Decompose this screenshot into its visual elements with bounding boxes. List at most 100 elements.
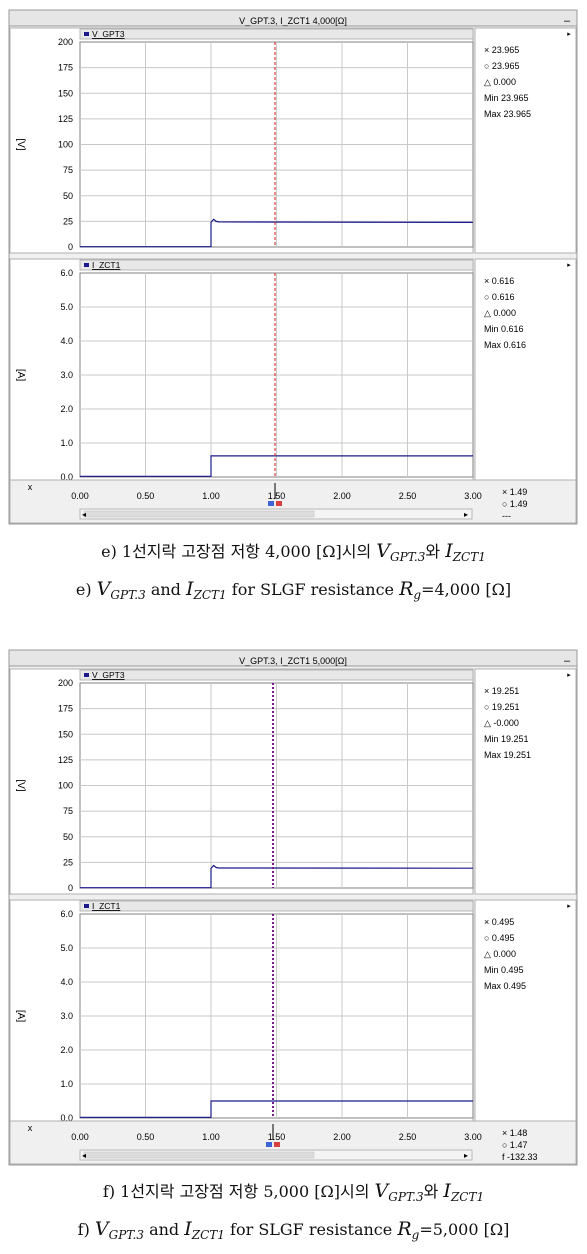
chart-0-panel-1-legend-label: I_ZCT1 — [92, 260, 121, 270]
chart-1-panel-0-series-line — [80, 864, 474, 889]
chart-0-panel-0-readout-text: ○ 23.965 — [484, 61, 519, 71]
caption-f-en-v: V — [94, 1218, 109, 1240]
chart-1-panel-1-readout-text: △ 0.000 — [484, 949, 516, 959]
caption-f-en-prefix: f) — [77, 1220, 95, 1239]
chart-0-panel-1-panel-arrow-icon: ▸ — [567, 262, 571, 269]
chart-1-panel-0-legend-swatch — [84, 673, 89, 677]
chart-1-panel-0-legend-label: V_GPT3 — [92, 670, 125, 680]
chart-0-x-axis-label: x — [28, 482, 33, 492]
caption-e-korean: e) 1선지락 고장점 저항 4,000 [Ω]시의 VGPT.3와 IZCT1 — [0, 538, 587, 564]
chart-1-panel-1-y-axis-label: [A] — [15, 1010, 26, 1022]
chart-1-panel-0-y-tick-label: 200 — [58, 678, 73, 688]
chart-0-scroll-left-icon: ◂ — [82, 510, 86, 519]
caption-f-en-post: for SLGF resistance — [224, 1220, 398, 1239]
chart-1-title-bar — [8, 649, 578, 667]
caption-f-english: f) VGPT.3 and IZCT1 for SLGF resistance … — [0, 1218, 587, 1242]
caption-f-en-tail: =5,000 [Ω] — [419, 1220, 510, 1239]
chart-1-x-tick-label: 0.00 — [71, 1132, 89, 1142]
chart-0-panel-0-readout-text: × 23.965 — [484, 45, 519, 55]
caption-e-en-v: V — [96, 578, 111, 600]
chart-0-x-tick-label: 0.50 — [137, 491, 155, 501]
chart-0-panel-1-y-tick-label: 3.0 — [60, 370, 73, 380]
chart-1-panel-1-y-tick-label: 6.0 — [60, 909, 73, 919]
chart-1-scroll-left-icon: ◂ — [82, 1151, 86, 1160]
chart-1-panel-0-y-tick-label: 125 — [58, 755, 73, 765]
chart-0-panel-1-readout-text: Max 0.616 — [484, 340, 526, 350]
caption-e-en-post: for SLGF resistance — [226, 580, 400, 599]
chart-1-panel-0-readout-text: Max 19.251 — [484, 750, 531, 760]
chart-0-panel-1-y-tick-label: 2.0 — [60, 404, 73, 414]
chart-0-panel-0-y-tick-label: 175 — [58, 63, 73, 73]
chart-1-panel-0-readout-text: Min 19.251 — [484, 734, 529, 744]
chart-0-panel-0-y-tick-label: 100 — [58, 140, 73, 150]
chart-1-panel-1-readout-text: × 0.495 — [484, 917, 514, 927]
chart-1-panel-1-y-tick-label: 1.0 — [60, 1079, 73, 1089]
caption-e-en-tail: =4,000 [Ω] — [421, 580, 512, 599]
chart-0-minimize-icon: – — [564, 15, 571, 27]
chart-1-panel-1-legend-swatch — [84, 904, 89, 908]
chart-0-cursor-readout: --- — [502, 511, 511, 521]
chart-0-cursor-readout: × 1.49 — [502, 487, 527, 497]
chart-1-panel-0-y-tick-label: 175 — [58, 704, 73, 714]
chart-1-panel-1-readout-text: Max 0.495 — [484, 981, 526, 991]
caption-f-korean: f) 1선지락 고장점 저항 5,000 [Ω]시의 VGPT.3와 IZCT1 — [0, 1178, 587, 1204]
chart-0-panel-0-y-tick-label: 150 — [58, 88, 73, 98]
chart-0-scroll-right-icon: ▸ — [464, 510, 468, 519]
chart-1-panel-0-y-tick-label: 75 — [63, 806, 73, 816]
chart-1-panel-0-readout-text: △ -0.000 — [484, 718, 519, 728]
chart-1-panel-1-y-tick-label: 5.0 — [60, 943, 73, 953]
chart-1-panel-1-readout-text: ○ 0.495 — [484, 933, 514, 943]
chart-0-title-bar — [8, 9, 578, 27]
chart-1-panel-0-y-tick-label: 25 — [63, 857, 73, 867]
caption-e-kr-i: I — [445, 540, 453, 562]
chart-1-cursor-readout: ○ 1.47 — [502, 1140, 527, 1150]
caption-e-en-i: I — [186, 578, 194, 600]
chart-0-panel-1-readout-text: ○ 0.616 — [484, 292, 514, 302]
chart-1-panel-1-y-tick-label: 3.0 — [60, 1011, 73, 1021]
chart-0-panel-0-y-tick-label: 75 — [63, 165, 73, 175]
chart-0-panel-1-y-tick-label: 6.0 — [60, 268, 73, 278]
chart-1-x-axis-label: x — [28, 1123, 33, 1133]
chart-0-panel-1-readout-text: Min 0.616 — [484, 324, 524, 334]
chart-1-panel-0-y-tick-label: 50 — [63, 832, 73, 842]
caption-f-kr-i: I — [443, 1180, 451, 1202]
chart-0-scrollbar-thumb — [83, 510, 315, 518]
chart-0-x-tick-label: 0.00 — [71, 491, 89, 501]
chart-0-panel-0-legend-bar — [79, 28, 474, 40]
chart-0-cursor-readout: ○ 1.49 — [502, 499, 527, 509]
caption-f-kr-isub: ZCT1 — [450, 1190, 485, 1205]
chart-0-panel-0-y-axis-label: [V] — [15, 138, 26, 150]
chart-1-panel-0-readout-box — [474, 668, 577, 895]
chart-1-panel-0-readout-text: × 19.251 — [484, 686, 519, 696]
chart-0-panel-1-y-tick-label: 4.0 — [60, 336, 73, 346]
caption-e-en-isub: ZCT1 — [193, 588, 227, 603]
chart-1-panel-0-readout-text: ○ 19.251 — [484, 702, 519, 712]
chart-0-panel-0-legend-label: V_GPT3 — [92, 29, 125, 39]
caption-f-en-i: I — [184, 1218, 192, 1240]
chart-0-x-tick-label: 2.00 — [333, 491, 351, 501]
caption-f-en-mid: and — [143, 1220, 185, 1239]
caption-e-kr-mid: 와 — [425, 542, 446, 561]
chart-0-panel-0-legend-swatch — [84, 32, 89, 36]
chart-0-panel-0-y-tick-label: 200 — [58, 37, 73, 47]
chart-0-panel-0-y-tick-label: 25 — [63, 216, 73, 226]
chart-1-panel-1-series-line — [80, 1100, 473, 1118]
chart-1-panel-1-legend-bar — [79, 900, 474, 912]
chart-1-panel-1-legend-label: I_ZCT1 — [92, 901, 121, 911]
chart-1-panel-1-y-tick-label: 2.0 — [60, 1045, 73, 1055]
caption-e-english: e) VGPT.3 and IZCT1 for SLGF resistance … — [0, 578, 587, 602]
chart-0-panel-1-legend-bar — [79, 259, 474, 271]
chart-0-panel-0-readout-box — [474, 27, 577, 254]
chart-0-panel-0-y-tick-label: 0 — [68, 242, 73, 252]
chart-1-minimize-icon: – — [564, 655, 571, 667]
chart-0-title: V_GPT.3, I_ZCT1 4,000[Ω] — [239, 16, 347, 26]
chart-0-panel-1-y-tick-label: 5.0 — [60, 302, 73, 312]
chart-0-panel-1-y-axis-label: [A] — [15, 369, 26, 381]
chart-1-panel-0-y-axis-label: [V] — [15, 779, 26, 791]
chart-1-panel-1-readout-text: Min 0.495 — [484, 965, 524, 975]
chart-1-x-tick-label: 1.00 — [202, 1132, 220, 1142]
chart-0-panel-0-series-line — [80, 218, 474, 248]
chart-0-panel-0-readout-text: △ 0.000 — [484, 77, 516, 87]
caption-e-en-vsub: GPT.3 — [110, 588, 146, 603]
